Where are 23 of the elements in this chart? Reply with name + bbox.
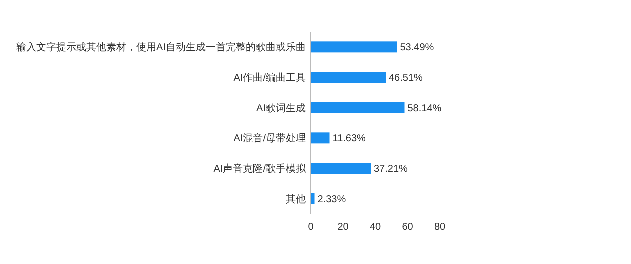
y-tick-label: AI歌词生成	[256, 102, 306, 114]
x-tick-label: 40	[370, 222, 382, 233]
y-tick-label: AI作曲/编曲工具	[234, 72, 306, 84]
data-label: 2.33%	[318, 194, 346, 206]
bar	[311, 72, 386, 83]
bar	[311, 132, 330, 144]
data-label: 46.51%	[388, 73, 424, 84]
data-label: 11.63%	[332, 134, 366, 145]
data-label: 58.14%	[408, 103, 442, 114]
x-tick-label: 80	[434, 222, 446, 233]
bar	[311, 102, 405, 114]
x-tick-label: 60	[402, 222, 414, 233]
x-tick-label: 20	[338, 222, 350, 233]
bar	[311, 163, 371, 174]
x-tick-label: 0	[308, 222, 314, 233]
bar	[311, 193, 315, 204]
y-tick-label: 其他	[286, 193, 306, 206]
y-tick-label: AI声音克隆/歌手模拟	[214, 163, 307, 175]
bar	[311, 42, 398, 53]
data-label: 53.49%	[400, 42, 434, 54]
data-label: 37.21%	[374, 164, 408, 175]
y-tick-label: AI混音/母带处理	[234, 132, 306, 145]
y-tick-label: 输入文字提示或其他素材，使用AI自动生成一首完整的歌曲或乐曲	[16, 42, 306, 54]
